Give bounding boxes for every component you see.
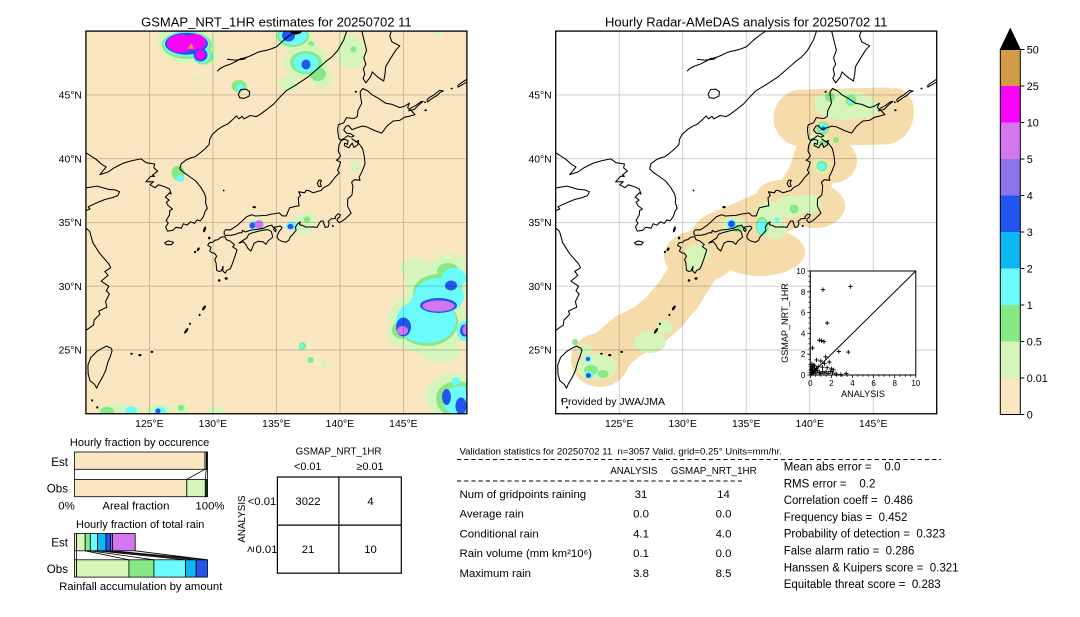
svg-text:GSMAP_NRT_1HR: GSMAP_NRT_1HR bbox=[296, 447, 382, 458]
svg-text:35°N: 35°N bbox=[59, 218, 82, 229]
svg-text:2: 2 bbox=[801, 350, 806, 359]
svg-text:Equitable threat score = 0.28: Equitable threat score = 0.283 bbox=[784, 579, 941, 591]
svg-text:30°N: 30°N bbox=[528, 282, 551, 293]
svg-text:100%: 100% bbox=[195, 501, 224, 513]
svg-text:145°E: 145°E bbox=[859, 419, 887, 430]
svg-text:10: 10 bbox=[796, 267, 805, 276]
svg-text:3: 3 bbox=[1027, 227, 1033, 239]
svg-text:135°E: 135°E bbox=[732, 419, 760, 430]
svg-text:6: 6 bbox=[801, 309, 806, 318]
svg-text:False alarm ratio = 0.286: False alarm ratio = 0.286 bbox=[784, 546, 915, 558]
svg-text:Average rain: Average rain bbox=[460, 509, 524, 521]
svg-text:125°E: 125°E bbox=[605, 419, 633, 430]
svg-text:Hourly Radar-AMeDAS analysis f: Hourly Radar-AMeDAS analysis for 2025070… bbox=[605, 14, 887, 29]
svg-text:0.5: 0.5 bbox=[1027, 336, 1042, 348]
svg-text:21: 21 bbox=[302, 544, 315, 556]
svg-text:10: 10 bbox=[911, 379, 920, 388]
svg-text:Provided by JWA/JMA: Provided by JWA/JMA bbox=[561, 396, 665, 408]
svg-text:≥0.01: ≥0.01 bbox=[357, 461, 384, 473]
svg-text:ANALYSIS: ANALYSIS bbox=[841, 389, 885, 399]
svg-text:Hourly fraction of total rain: Hourly fraction of total rain bbox=[76, 519, 204, 531]
svg-text:Frequency bias = 0.452: Frequency bias = 0.452 bbox=[784, 512, 908, 524]
svg-text:4: 4 bbox=[850, 379, 855, 388]
svg-text:3022: 3022 bbox=[295, 496, 320, 508]
svg-text:0: 0 bbox=[808, 379, 813, 388]
svg-text:<0.01: <0.01 bbox=[248, 496, 277, 508]
svg-text:Hanssen & Kuipers score = 0.3: Hanssen & Kuipers score = 0.321 bbox=[784, 562, 959, 574]
svg-text:30°N: 30°N bbox=[59, 282, 82, 293]
svg-text:4: 4 bbox=[1027, 190, 1033, 202]
svg-text:Obs: Obs bbox=[47, 483, 68, 496]
svg-text:2: 2 bbox=[1027, 263, 1033, 275]
svg-text:0.0: 0.0 bbox=[633, 509, 649, 521]
svg-text:4: 4 bbox=[367, 496, 373, 508]
svg-text:Obs: Obs bbox=[47, 563, 68, 576]
svg-text:140°E: 140°E bbox=[795, 419, 823, 430]
svg-text:145°E: 145°E bbox=[389, 419, 417, 430]
svg-text:45°N: 45°N bbox=[59, 91, 82, 102]
svg-text:Mean abs error = 0.0: Mean abs error = 0.0 bbox=[784, 462, 901, 474]
svg-text:Areal fraction: Areal fraction bbox=[102, 501, 169, 513]
svg-text:Rainfall accumulation by amoun: Rainfall accumulation by amount bbox=[59, 581, 223, 593]
svg-text:1: 1 bbox=[1027, 300, 1033, 312]
svg-text:3.8: 3.8 bbox=[633, 568, 649, 580]
svg-text:31: 31 bbox=[635, 489, 648, 501]
svg-text:4: 4 bbox=[801, 329, 806, 338]
svg-text:10: 10 bbox=[364, 544, 377, 556]
svg-text:0%: 0% bbox=[58, 501, 74, 513]
svg-text:25°N: 25°N bbox=[59, 346, 82, 357]
svg-text:Probability of detection = 0.: Probability of detection = 0.323 bbox=[784, 529, 945, 541]
svg-text:≥: ≥ bbox=[245, 546, 257, 552]
svg-text:10: 10 bbox=[1027, 117, 1039, 129]
svg-text:RMS error = 0.2: RMS error = 0.2 bbox=[784, 478, 876, 490]
svg-text:0.0: 0.0 bbox=[716, 548, 732, 560]
svg-text:GSMAP_NRT_1HR: GSMAP_NRT_1HR bbox=[671, 466, 757, 477]
svg-text:0.1: 0.1 bbox=[633, 548, 649, 560]
svg-text:Correlation coeff = 0.486: Correlation coeff = 0.486 bbox=[784, 495, 913, 507]
svg-text:Hourly fraction by occurence: Hourly fraction by occurence bbox=[70, 437, 209, 449]
svg-text:6: 6 bbox=[871, 379, 876, 388]
svg-text:40°N: 40°N bbox=[59, 154, 82, 165]
svg-text:Rain volume (mm km²10⁶): Rain volume (mm km²10⁶) bbox=[460, 548, 593, 560]
svg-text:Num of gridpoints raining: Num of gridpoints raining bbox=[460, 489, 587, 501]
svg-text:50: 50 bbox=[1027, 44, 1039, 56]
svg-text:GSMAP_NRT_1HR: GSMAP_NRT_1HR bbox=[780, 283, 790, 363]
svg-text:25: 25 bbox=[1027, 81, 1039, 93]
svg-text:ANALYSIS: ANALYSIS bbox=[237, 495, 248, 543]
svg-text:135°E: 135°E bbox=[262, 419, 290, 430]
svg-text:40°N: 40°N bbox=[528, 154, 551, 165]
svg-text:125°E: 125°E bbox=[135, 419, 163, 430]
svg-text:8: 8 bbox=[801, 288, 806, 297]
svg-text:4.0: 4.0 bbox=[716, 528, 732, 540]
svg-text:<0.01: <0.01 bbox=[294, 461, 321, 473]
svg-text:14: 14 bbox=[717, 489, 730, 501]
svg-text:Validation statistics for 2025: Validation statistics for 20250702 11 n=… bbox=[460, 446, 783, 457]
svg-text:45°N: 45°N bbox=[528, 91, 551, 102]
svg-text:35°N: 35°N bbox=[528, 218, 551, 229]
svg-text:140°E: 140°E bbox=[326, 419, 354, 430]
svg-text:8.5: 8.5 bbox=[716, 568, 732, 580]
svg-text:0: 0 bbox=[1027, 409, 1033, 421]
svg-text:0.01: 0.01 bbox=[1027, 373, 1048, 385]
svg-text:8: 8 bbox=[892, 379, 897, 388]
svg-text:130°E: 130°E bbox=[668, 419, 696, 430]
svg-text:130°E: 130°E bbox=[199, 419, 227, 430]
svg-text:ANALYSIS: ANALYSIS bbox=[610, 466, 658, 477]
svg-text:25°N: 25°N bbox=[528, 346, 551, 357]
svg-text:4.1: 4.1 bbox=[633, 528, 649, 540]
svg-text:5: 5 bbox=[1027, 154, 1033, 166]
svg-text:Est: Est bbox=[51, 456, 69, 469]
svg-text:2: 2 bbox=[829, 379, 834, 388]
svg-text:Conditional rain: Conditional rain bbox=[460, 528, 539, 540]
svg-text:Maximum rain: Maximum rain bbox=[460, 568, 532, 580]
svg-text:Est: Est bbox=[51, 537, 69, 550]
svg-text:0.01: 0.01 bbox=[256, 544, 278, 556]
svg-text:0: 0 bbox=[801, 371, 806, 380]
svg-text:0.0: 0.0 bbox=[716, 509, 732, 521]
svg-text:GSMAP_NRT_1HR estimates for 20: GSMAP_NRT_1HR estimates for 20250702 11 bbox=[141, 14, 412, 29]
